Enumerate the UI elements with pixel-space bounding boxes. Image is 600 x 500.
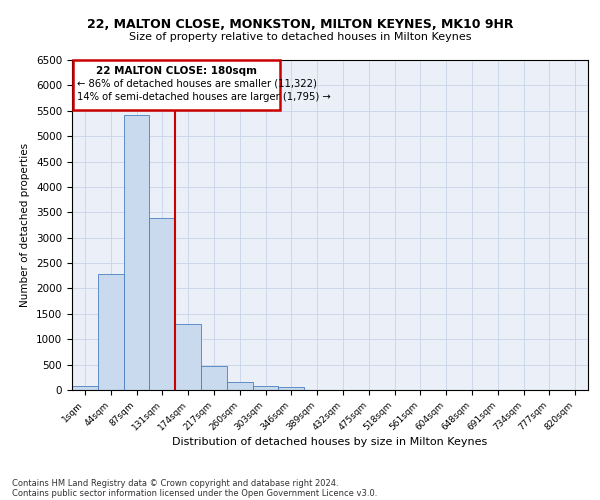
Bar xyxy=(253,386,278,390)
FancyBboxPatch shape xyxy=(73,60,280,110)
Y-axis label: Number of detached properties: Number of detached properties xyxy=(20,143,31,307)
X-axis label: Distribution of detached houses by size in Milton Keynes: Distribution of detached houses by size … xyxy=(172,438,488,448)
Text: Contains public sector information licensed under the Open Government Licence v3: Contains public sector information licen… xyxy=(12,488,377,498)
Text: 22 MALTON CLOSE: 180sqm: 22 MALTON CLOSE: 180sqm xyxy=(96,66,257,76)
Bar xyxy=(72,386,98,390)
Text: 14% of semi-detached houses are larger (1,795) →: 14% of semi-detached houses are larger (… xyxy=(77,92,331,102)
Bar xyxy=(124,115,149,390)
Text: Contains HM Land Registry data © Crown copyright and database right 2024.: Contains HM Land Registry data © Crown c… xyxy=(12,478,338,488)
Bar xyxy=(278,388,304,390)
Bar xyxy=(227,382,253,390)
Bar xyxy=(175,324,201,390)
Text: Size of property relative to detached houses in Milton Keynes: Size of property relative to detached ho… xyxy=(129,32,471,42)
Bar xyxy=(98,274,124,390)
Bar xyxy=(149,218,175,390)
Bar xyxy=(201,366,227,390)
Text: ← 86% of detached houses are smaller (11,322): ← 86% of detached houses are smaller (11… xyxy=(77,79,317,89)
Text: 22, MALTON CLOSE, MONKSTON, MILTON KEYNES, MK10 9HR: 22, MALTON CLOSE, MONKSTON, MILTON KEYNE… xyxy=(87,18,513,30)
